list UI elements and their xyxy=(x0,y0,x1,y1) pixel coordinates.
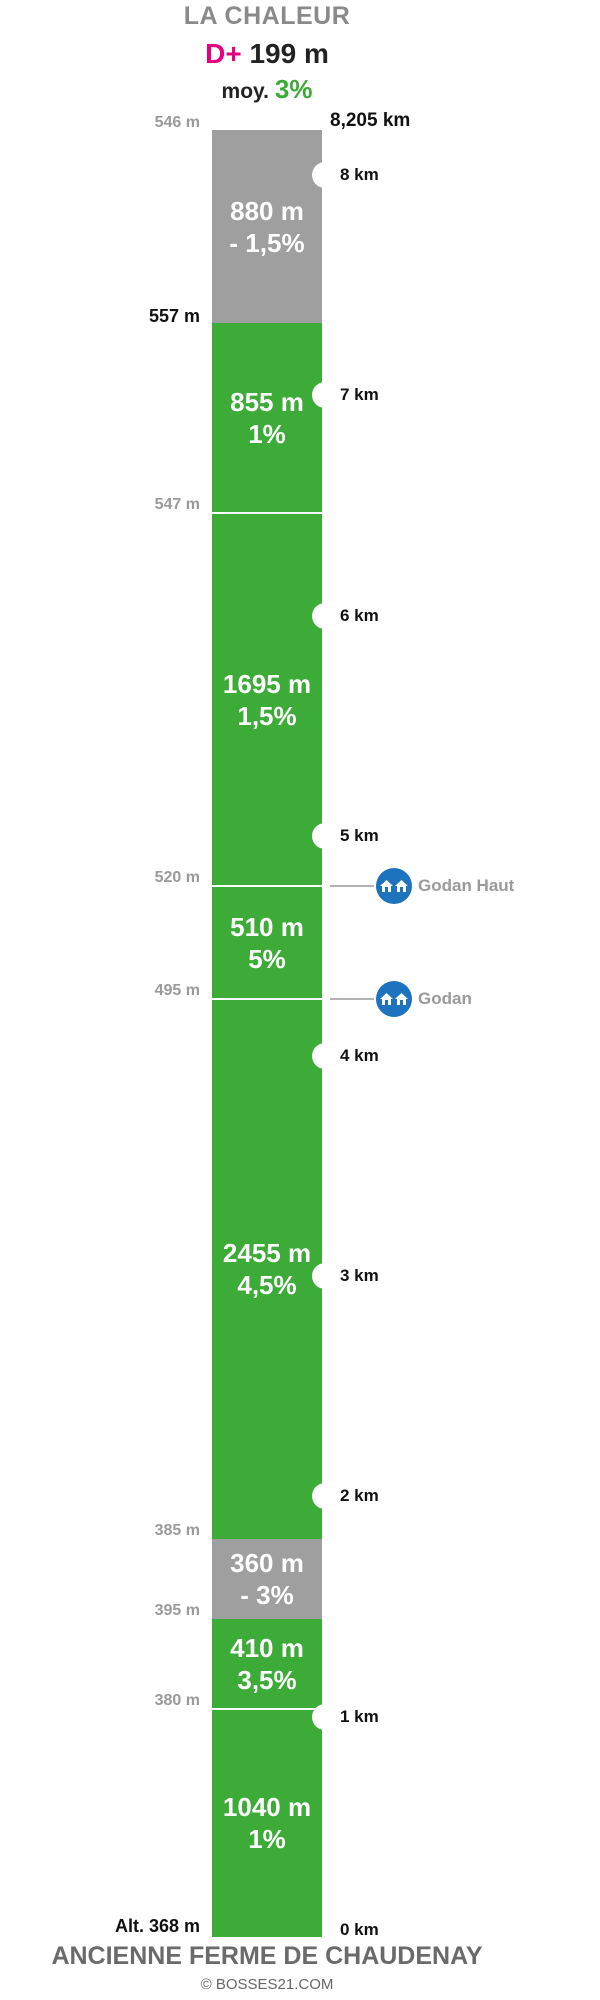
avg-prefix: moy. xyxy=(221,80,270,103)
segment-5: 2455 m 4,5% xyxy=(212,999,322,1539)
poi-name: Godan Haut xyxy=(418,876,515,895)
poi-godan-haut: Godan Haut xyxy=(330,868,514,904)
segment-length: 510 m xyxy=(230,911,304,942)
dplus-value: 199 m xyxy=(249,38,329,69)
altitude-label: 495 m xyxy=(154,982,200,999)
altitude-label: 385 m xyxy=(154,1522,200,1539)
km-label: 8 km xyxy=(340,165,379,184)
km-notch xyxy=(312,603,332,629)
segment-length: 1040 m xyxy=(222,1792,312,1822)
km-marker: 7 km xyxy=(312,382,379,408)
segment-7: 410 m 3,5% xyxy=(212,1619,322,1709)
elevation-gain: D+ 199 m xyxy=(0,38,534,70)
km-notch xyxy=(312,1043,332,1069)
poi-name: Godan xyxy=(418,989,472,1008)
segment-6: 360 m- 3% xyxy=(212,1539,322,1619)
segment-length: 880 m xyxy=(230,195,304,226)
houses-icon xyxy=(376,981,412,1017)
segment-divider xyxy=(212,885,322,887)
houses-icon xyxy=(376,868,412,904)
credit: © BOSSES21.COM xyxy=(200,1976,334,1993)
poi-leader-line xyxy=(330,998,374,1000)
km-label: 5 km xyxy=(340,826,379,845)
average-grade: moy. 3% xyxy=(0,74,534,105)
segment-length: 2455 m xyxy=(222,1238,312,1268)
segment-divider xyxy=(212,512,322,514)
km-label: 0 km xyxy=(340,1920,379,1939)
segment-grade: 4,5% xyxy=(237,1270,297,1300)
segment-grade: 1,5% xyxy=(237,700,297,731)
km-notch xyxy=(312,823,332,849)
km-marker: 6 km xyxy=(312,603,379,629)
km-marker: 0 km xyxy=(312,1917,379,1943)
segment-8: 1040 m 1% xyxy=(212,1709,322,1937)
profile-column: 880 m- 1,5% 855 m 1% 1695 m 1,5% 510 m 5% 2… xyxy=(212,130,322,1937)
segment-grade: 1% xyxy=(248,419,286,449)
km-notch xyxy=(312,1483,332,1509)
segment-grade: 1% xyxy=(248,1824,286,1854)
altitude-label: 395 m xyxy=(154,1602,200,1619)
segment-grade: - 1,5% xyxy=(229,227,305,258)
km-marker: 8 km xyxy=(312,162,379,188)
segment-2: 855 m 1% xyxy=(212,323,322,513)
segment-divider xyxy=(212,998,322,1000)
altitude-label: 380 m xyxy=(154,1692,200,1709)
km-notch xyxy=(312,162,332,188)
segment-4: 510 m 5% xyxy=(212,886,322,999)
altitude-label: 557 m xyxy=(148,306,200,326)
km-label: 3 km xyxy=(340,1266,379,1285)
km-notch xyxy=(312,1263,332,1289)
km-notch xyxy=(312,382,332,408)
poi-leader-line xyxy=(330,885,374,887)
poi-godan: Godan xyxy=(330,981,472,1017)
altitude-label: 520 m xyxy=(154,869,200,886)
segment-grade: 5% xyxy=(248,943,286,974)
climb-title: LA CHALEUR xyxy=(183,2,351,30)
km-marker: 3 km xyxy=(312,1263,379,1289)
km-label: 6 km xyxy=(340,606,379,625)
km-marker: 4 km xyxy=(312,1043,379,1069)
destination-name: ANCIENNE FERME DE CHAUDENAY xyxy=(51,1942,483,1970)
segment-length: 360 m xyxy=(230,1548,304,1578)
avg-value: 3% xyxy=(274,74,313,104)
segment-3: 1695 m 1,5% xyxy=(212,513,322,886)
segment-length: 855 m xyxy=(230,387,304,417)
km-notch xyxy=(312,1704,332,1730)
segment-1: 880 m- 1,5% xyxy=(212,130,322,323)
segment-grade: 3,5% xyxy=(237,1665,297,1695)
km-label: 7 km xyxy=(340,385,379,404)
total-distance: 8,205 km xyxy=(330,110,411,131)
dplus-prefix: D+ xyxy=(205,38,242,69)
segment-length: 1695 m xyxy=(222,668,312,699)
segment-divider xyxy=(212,1708,322,1710)
altitude-label-start: Alt. 368 m xyxy=(114,1916,200,1936)
km-label: 2 km xyxy=(340,1486,379,1505)
km-label: 4 km xyxy=(340,1046,379,1065)
altitude-label: 547 m xyxy=(154,496,200,513)
km-marker: 1 km xyxy=(312,1704,379,1730)
km-label: 1 km xyxy=(340,1707,379,1726)
km-marker: 2 km xyxy=(312,1483,379,1509)
altitude-label: 546 m xyxy=(154,114,200,131)
segment-grade: - 3% xyxy=(240,1580,294,1610)
km-marker: 5 km xyxy=(312,823,379,849)
segment-length: 410 m xyxy=(230,1633,304,1663)
